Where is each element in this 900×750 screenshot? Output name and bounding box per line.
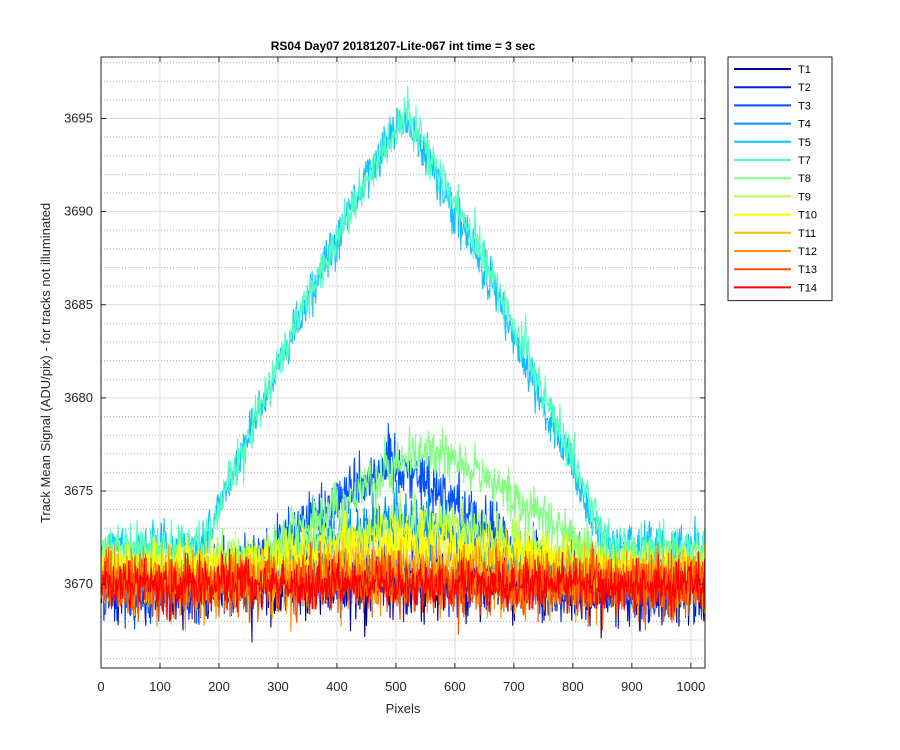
legend-label-t3: T3 — [798, 100, 811, 112]
legend-label-t5: T5 — [798, 137, 811, 149]
y-axis: 3670 3675 3680 3685 3690 3695 — [64, 110, 705, 591]
legend-label-t4: T4 — [798, 119, 811, 131]
x-tick-label: 100 — [149, 679, 171, 694]
y-tick-label: 3685 — [64, 297, 93, 312]
chart-title: RS04 Day07 20181207-Lite-067 int time = … — [271, 39, 536, 53]
legend-label-t10: T10 — [798, 210, 817, 222]
y-axis-label: Track Mean Signal (ADU/pix) - for tracks… — [38, 203, 53, 523]
legend-label-t8: T8 — [798, 173, 811, 185]
x-tick-label: 800 — [562, 679, 584, 694]
y-tick-label: 3695 — [64, 110, 93, 125]
legend-label-t1: T1 — [798, 64, 811, 76]
legend-label-t9: T9 — [798, 191, 811, 203]
y-tick-label: 3690 — [64, 204, 93, 219]
legend-label-t12: T12 — [798, 246, 817, 258]
legend-label-t14: T14 — [798, 282, 817, 294]
x-tick-label: 400 — [326, 679, 348, 694]
legend-label-t11: T11 — [798, 228, 816, 240]
legend-label-t7: T7 — [798, 155, 811, 167]
x-tick-label: 500 — [385, 679, 407, 694]
x-tick-label: 1000 — [676, 679, 705, 694]
x-axis: 0 100 200 300 400 500 600 700 800 900 1000 — [97, 57, 705, 694]
y-tick-label: 3675 — [64, 483, 93, 498]
legend-label-t13: T13 — [798, 264, 817, 276]
x-tick-label: 900 — [621, 679, 643, 694]
x-tick-label: 0 — [97, 679, 104, 694]
x-tick-label: 300 — [267, 679, 289, 694]
x-tick-label: 200 — [208, 679, 230, 694]
series-layer — [101, 85, 705, 643]
y-tick-label: 3680 — [64, 390, 93, 405]
y-tick-label: 3670 — [64, 576, 93, 591]
x-tick-label: 600 — [444, 679, 466, 694]
legend-label-t2: T2 — [798, 82, 811, 94]
x-tick-label: 700 — [503, 679, 525, 694]
x-axis-label: Pixels — [386, 701, 421, 716]
series-line-t14 — [101, 548, 705, 621]
plot-border — [100, 56, 706, 669]
legend: T1 T2 T3 T4 T5 T7 T8 T9 T10 T11 T12 T13 T14 — [727, 56, 833, 302]
